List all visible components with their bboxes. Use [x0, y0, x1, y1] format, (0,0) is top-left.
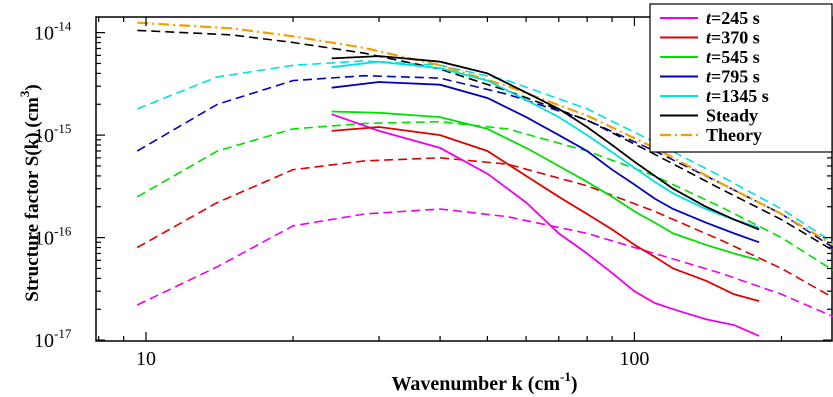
x-axis-title-text: Wavenumber k (cm — [391, 373, 560, 395]
y-tick-label: 10-16 — [34, 224, 72, 250]
series-line-t-795-s-solid — [331, 81, 760, 244]
legend-label-italic: t — [706, 28, 712, 48]
y-tick-base: 10 — [34, 125, 54, 147]
y-axis-title-suffix: ) — [22, 84, 43, 90]
legend-label-t-795-s: t=795 s — [706, 67, 760, 87]
y-axis-title: Structure factor S(k) (cm3) — [17, 84, 43, 301]
y-tick-exponent: -15 — [54, 121, 71, 136]
legend-label-steady: Steady — [706, 106, 758, 126]
legend-label-text: =245 s — [711, 8, 760, 28]
plot-frame — [95, 16, 833, 342]
legend-label-italic: t — [706, 67, 712, 87]
x-axis-title-suffix: ) — [571, 373, 578, 395]
legend-label-text: Steady — [706, 106, 758, 126]
legend-items: t=245 st=370 st=545 st=795 st=1345 sStea… — [660, 8, 769, 145]
series-layer — [136, 21, 833, 337]
legend-box — [649, 3, 833, 153]
series-line-t-245-s-solid — [331, 113, 760, 337]
y-tick-label: 10-17 — [34, 326, 72, 352]
series-line-t-795-s-dashed — [136, 74, 833, 249]
y-tick-base: 10 — [34, 23, 54, 45]
legend-label-t-245-s: t=245 s — [706, 8, 760, 28]
legend-label-italic: t — [706, 86, 712, 106]
x-axis-title-exponent: -1 — [560, 369, 571, 384]
legend-label-italic: t — [706, 8, 712, 28]
y-tick-label: 10-15 — [34, 121, 71, 147]
series-line-t-370-s-dashed — [136, 156, 833, 299]
series-line-t-370-s-solid — [331, 126, 760, 302]
series-line-t-1345-s-dashed — [137, 60, 833, 243]
series-line-t-1345-s-solid — [331, 60, 760, 229]
y-tick-base: 10 — [34, 228, 54, 250]
y-tick-exponent: -17 — [54, 326, 72, 341]
series-line-steady-solid — [331, 55, 760, 231]
legend-label-t-370-s: t=370 s — [706, 28, 760, 48]
legend-label-text: =545 s — [711, 47, 760, 67]
y-tick-base: 10 — [34, 330, 54, 352]
legend: t=245 st=370 st=545 st=795 st=1345 sStea… — [649, 3, 833, 153]
y-axis-title-exponent: 3 — [17, 90, 32, 97]
legend-label-text: =370 s — [711, 28, 760, 48]
legend-label-text: =795 s — [711, 67, 760, 87]
y-tick-exponent: -14 — [54, 19, 72, 34]
x-axis-title: Wavenumber k (cm-1) — [391, 369, 577, 395]
legend-label-t-545-s: t=545 s — [706, 47, 760, 67]
legend-label-italic: t — [706, 47, 712, 67]
y-axis-title-text: Structure factor S(k) (cm — [22, 97, 43, 302]
legend-label-t-1345-s: t=1345 s — [706, 86, 769, 106]
series-line-t-545-s-dashed — [136, 120, 833, 271]
legend-label-text: =1345 s — [711, 86, 769, 106]
series-line-theory-dashdot — [137, 21, 833, 246]
series-line-steady-dashed — [137, 29, 833, 252]
x-tick-label: 100 — [619, 348, 649, 370]
x-tick-label: 10 — [136, 348, 156, 370]
y-tick-label: 10-14 — [34, 19, 72, 45]
series-line-t-545-s-solid — [331, 110, 760, 262]
legend-label-theory: Theory — [706, 125, 762, 145]
legend-label-text: Theory — [706, 125, 762, 145]
y-tick-exponent: -16 — [54, 224, 72, 239]
series-line-t-245-s-dashed — [136, 208, 833, 318]
